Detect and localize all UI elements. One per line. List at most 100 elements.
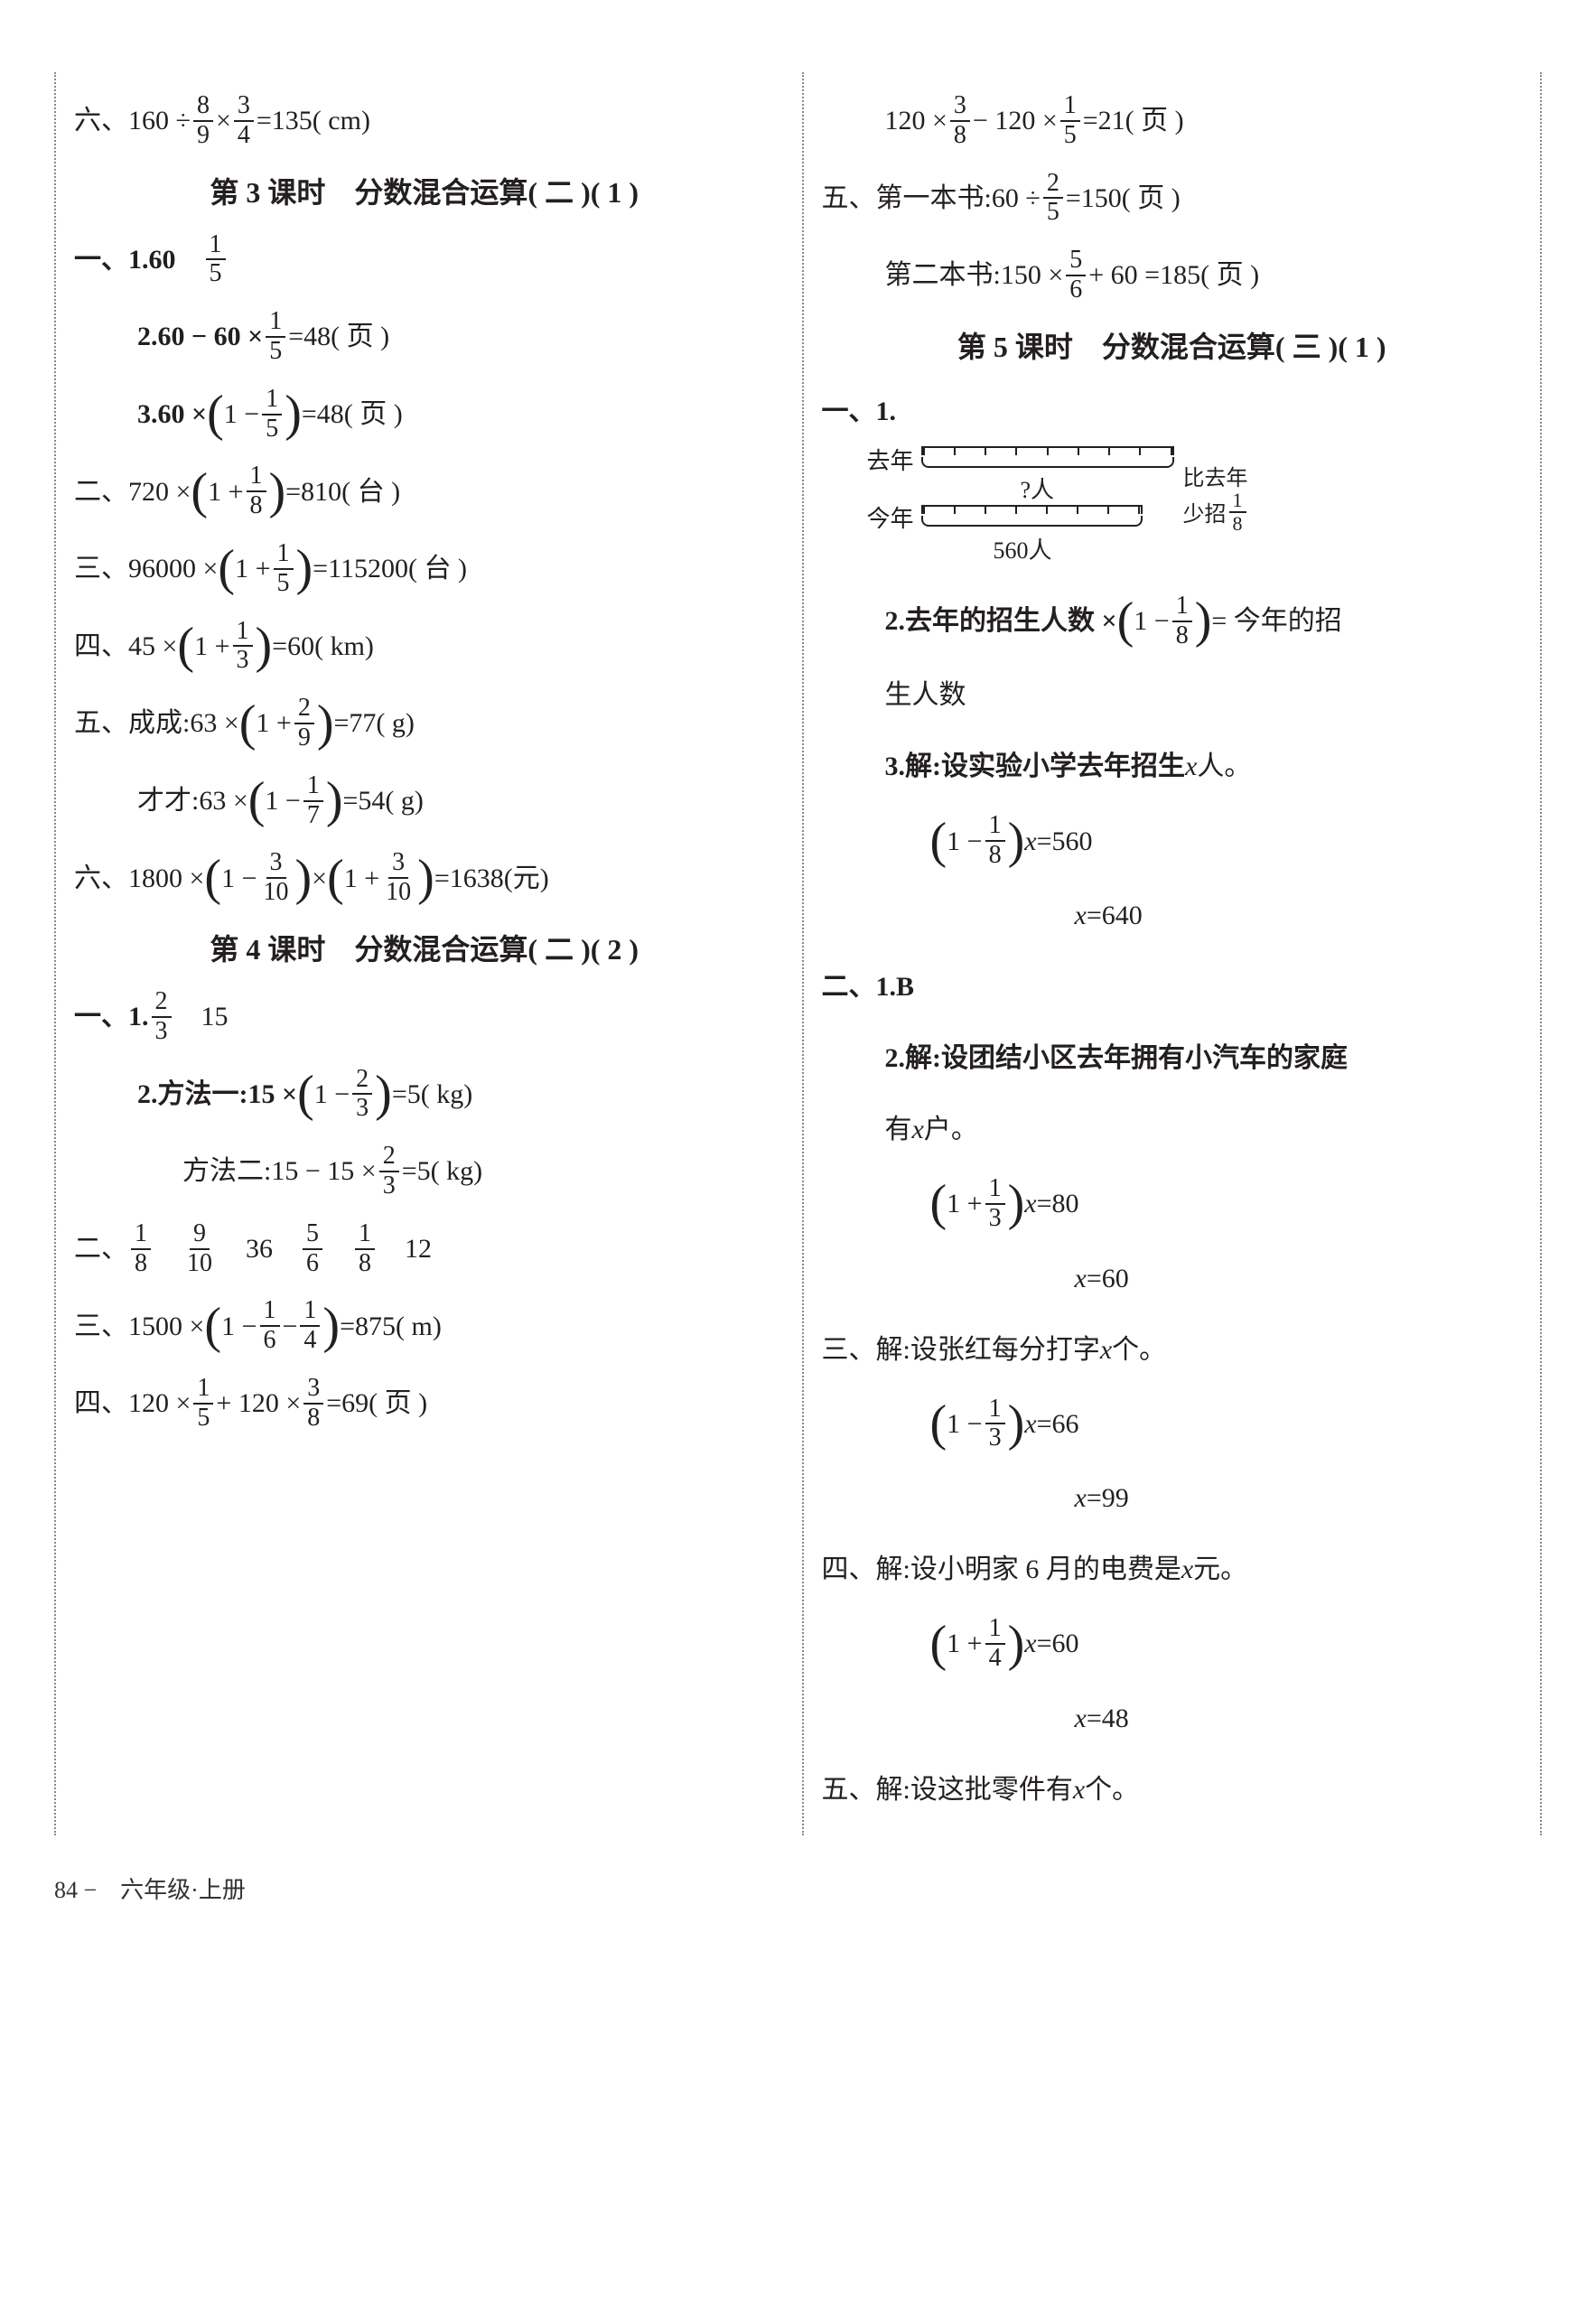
text: − xyxy=(283,1301,298,1352)
text: =48( 页 ) xyxy=(302,388,403,440)
text: 2.去年的招生人数 × xyxy=(885,595,1117,647)
text: 1 − xyxy=(265,775,300,826)
text-line: 才才:63 × ( 1 − 17 ) =54( g) xyxy=(74,772,775,830)
text-line: 四、120 × 15 + 120 × 38 =69( 页 ) xyxy=(74,1375,775,1433)
text: 五、第一本书:60 ÷ xyxy=(822,173,1041,224)
paren-icon: ) xyxy=(322,1306,340,1347)
variable: x xyxy=(1075,1693,1087,1744)
fraction: 15 xyxy=(262,386,282,443)
text: × xyxy=(216,95,231,146)
text: =60( km) xyxy=(272,621,374,672)
text: =810( 台 ) xyxy=(285,466,400,518)
text: + 60 =185( 页 ) xyxy=(1088,249,1259,301)
fraction: 38 xyxy=(950,92,970,150)
text: = 今年的招 xyxy=(1211,595,1341,647)
paren-icon: ( xyxy=(204,858,221,899)
bar-diagram: 去年 ?人 今年 560人 比去年 少招 18 xyxy=(867,446,1319,573)
text: =115200( 台 ) xyxy=(313,543,467,594)
text-line: 生人数 xyxy=(822,669,1523,721)
fraction: 15 xyxy=(274,540,294,598)
text: 三、96000 × xyxy=(74,543,218,594)
fraction: 18 xyxy=(1172,593,1192,650)
text-line: 3.解:设实验小学去年招生 x 人。 xyxy=(822,741,1523,792)
diagram-label: 去年 xyxy=(867,443,914,476)
fraction: 56 xyxy=(1066,247,1086,304)
text: =60 xyxy=(1037,1618,1079,1669)
text: 12 xyxy=(378,1223,432,1274)
paren-icon: ) xyxy=(1008,821,1025,862)
text-line: 2.解:设团结小区去年拥有小汽车的家庭 xyxy=(822,1032,1523,1084)
text: =5( kg) xyxy=(392,1069,472,1120)
fraction: 18 xyxy=(985,812,1005,870)
paren-icon: ) xyxy=(1195,601,1212,641)
variable: x xyxy=(1024,1398,1036,1450)
fraction: 23 xyxy=(352,1066,372,1124)
text-line: 二、720 × ( 1 + 18 ) =810( 台 ) xyxy=(74,462,775,520)
fraction: 14 xyxy=(300,1297,320,1355)
fraction: 13 xyxy=(985,1175,1005,1233)
brace-icon xyxy=(921,457,1174,468)
text-line: 四、45 × ( 1 + 13 ) =60( km) xyxy=(74,618,775,676)
paren-icon: ( xyxy=(930,1624,947,1665)
fraction: 23 xyxy=(152,988,172,1046)
text-line: 三、96000 × ( 1 + 15 ) =115200( 台 ) xyxy=(74,540,775,598)
text: × xyxy=(312,853,327,904)
fraction: 25 xyxy=(1043,170,1063,228)
text-line: 方法二:15 − 15 × 23 =5( kg) xyxy=(74,1143,775,1200)
fraction: 23 xyxy=(379,1143,399,1200)
text-line: 二、1.B xyxy=(822,961,1523,1013)
text: 1 + xyxy=(235,543,270,594)
text-line: ( 1 − 13 ) x =66 xyxy=(822,1396,1523,1453)
paren-icon: ( xyxy=(327,858,344,899)
fraction: 89 xyxy=(193,92,213,150)
fraction: 15 xyxy=(1060,92,1080,150)
page-content: 六、160 ÷ 89 × 34 =135( cm) 第 3 课时 分数混合运算(… xyxy=(54,72,1542,1835)
paren-icon: ) xyxy=(1008,1183,1025,1224)
text: =21( 页 ) xyxy=(1083,95,1184,146)
variable: x xyxy=(1075,1472,1087,1524)
fraction: 16 xyxy=(260,1297,280,1355)
diagram-label: 少招 18 xyxy=(1183,490,1249,535)
text: 2.方法一:15 × xyxy=(137,1069,297,1120)
text: 方法二:15 − 15 × xyxy=(182,1145,377,1197)
paren-icon: ) xyxy=(375,1074,392,1115)
text-line: 五、第一本书:60 ÷ 25 =150( 页 ) xyxy=(822,170,1523,228)
fraction: 56 xyxy=(303,1220,322,1278)
paren-icon: ( xyxy=(930,821,947,862)
text: =640 xyxy=(1087,890,1143,941)
text-line: 2.60 − 60 × 15 =48( 页 ) xyxy=(74,308,775,366)
text: 四、45 × xyxy=(74,621,177,672)
variable: x xyxy=(1181,1544,1193,1595)
text-line: 四、解:设小明家 6 月的电费是 x 元。 xyxy=(822,1544,1523,1595)
variable: x xyxy=(1073,1764,1085,1816)
text: 生人数 xyxy=(885,669,966,721)
text: 户。 xyxy=(924,1104,978,1155)
text: 五、成成:63 × xyxy=(74,697,239,749)
paren-icon: ) xyxy=(269,471,286,512)
fraction: 15 xyxy=(266,308,285,366)
text-line: ( 1 + 13 ) x =80 xyxy=(822,1175,1523,1233)
text-line: 3.60 × ( 1 − 15 ) =48( 页 ) xyxy=(74,386,775,443)
fraction: 910 xyxy=(183,1220,216,1278)
paren-icon: ( xyxy=(191,471,208,512)
paren-icon: ( xyxy=(239,704,257,744)
paren-icon: ) xyxy=(326,780,343,821)
text: =1638(元) xyxy=(434,853,549,904)
text: 1 + xyxy=(344,853,379,904)
paren-icon: ( xyxy=(207,394,224,434)
text: =60 xyxy=(1087,1253,1129,1304)
variable: x xyxy=(1024,1178,1036,1229)
text-line: 一、1. 23 15 xyxy=(74,988,775,1046)
variable: x xyxy=(1024,816,1036,867)
text: =80 xyxy=(1037,1178,1079,1229)
text: 15 xyxy=(174,991,229,1042)
text: 36 xyxy=(219,1223,300,1274)
variable: x xyxy=(912,1104,924,1155)
text: 一、1.60 xyxy=(74,234,203,285)
text: 三、解:设张红每分打字 xyxy=(822,1324,1100,1376)
diagram-label: 今年 xyxy=(867,500,914,534)
text: 1 − xyxy=(947,1398,982,1450)
paren-icon: ) xyxy=(1008,1624,1025,1665)
text: 1 − xyxy=(314,1069,350,1120)
text: =66 xyxy=(1037,1398,1079,1450)
